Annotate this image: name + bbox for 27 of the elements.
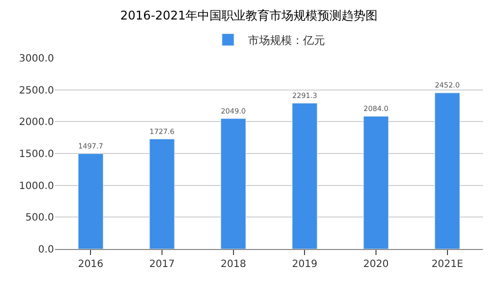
legend-label: 市场规模：亿元 [248,34,325,47]
data-label: 2084.0 [364,104,389,114]
bar [220,118,246,249]
bar [292,102,318,249]
data-label: 1727.6 [150,126,175,136]
y-tick-label: 2000.0 [19,117,54,128]
y-tick-label: 1500.0 [19,149,54,160]
data-label: 2049.0 [220,106,246,116]
x-tick-label: 2016 [78,259,104,270]
y-tick-label: 0.0 [38,244,54,256]
x-tick-label: 2019 [292,259,318,270]
chart-title: 2016-2021年中国职业教育市场规模预测趋势图 [120,8,378,23]
x-tick-label: 2018 [220,259,246,270]
x-tick-label: 2021E [431,259,464,270]
y-tick-label: 2500.0 [19,85,54,96]
y-tick-label: 500.0 [25,212,54,224]
y-tick-label: 3000.0 [19,54,54,64]
bar [363,116,389,249]
bar [149,138,175,249]
x-tick-label: 2020 [363,259,389,270]
bar [434,92,460,249]
bar [78,153,104,249]
data-label: 1497.7 [78,142,104,151]
x-tick-label: 2017 [149,259,175,270]
y-tick-label: 1000.0 [19,180,54,192]
data-label: 2452.0 [434,80,460,90]
data-label: 2291.3 [292,90,318,100]
